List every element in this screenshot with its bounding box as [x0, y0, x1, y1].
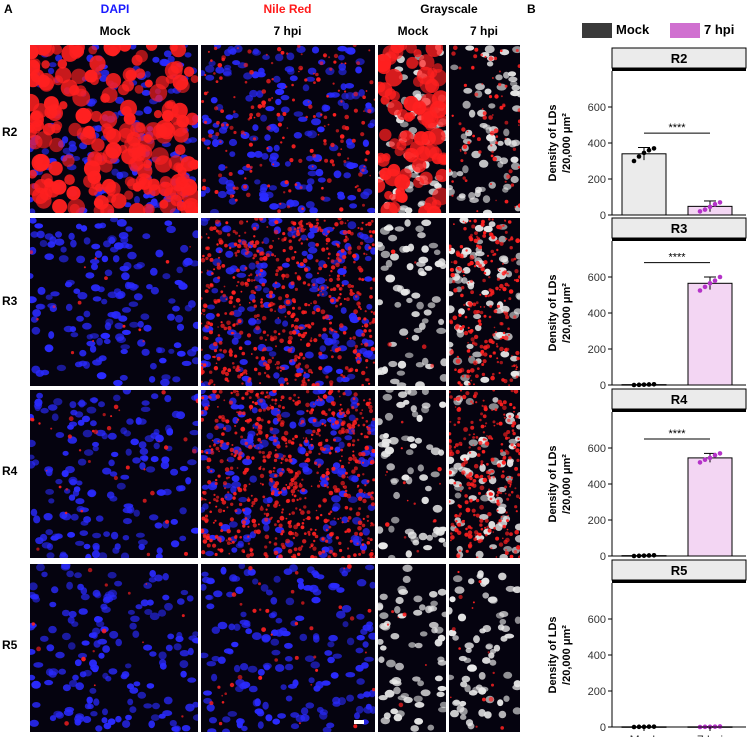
- micrograph-r3-gmock: [378, 218, 446, 386]
- data-point-r2: [697, 209, 703, 214]
- strip-label-r2: R2: [671, 51, 688, 66]
- y-label-unit-r4: /20,000 μm²: [561, 454, 573, 514]
- legend-mock-label: Mock: [616, 22, 650, 37]
- data-point-r3: [717, 274, 723, 280]
- data-point-r2: [707, 204, 713, 210]
- data-point-r4: [717, 451, 723, 456]
- gray-hpi-column-label: 7 hpi: [469, 24, 498, 38]
- data-point-r3: [707, 281, 713, 286]
- y-label-r2: Density of LDs: [547, 104, 559, 181]
- legend-hpi-label: 7 hpi: [704, 22, 735, 37]
- significance-label-r4: ****: [668, 428, 686, 440]
- micrograph-r4-nile: [201, 390, 375, 558]
- micrograph-r2-ghpi: [449, 45, 520, 213]
- mock-column-label: Mock: [99, 24, 131, 38]
- micrograph-r4-gmock: [378, 390, 446, 558]
- micrograph-r5-gmock: [378, 564, 446, 732]
- y-tick-label-r3: 0: [600, 380, 606, 392]
- grayscale-title: Grayscale: [420, 2, 478, 16]
- scale-bar: [354, 720, 364, 724]
- micrograph-r5-ghpi: [449, 564, 520, 732]
- micrograph-r4-ghpi: [449, 390, 520, 558]
- significance-label-r2: ****: [668, 122, 686, 134]
- micrograph-r3-nile: [201, 218, 375, 386]
- bar-r4-hpi: [687, 457, 733, 557]
- y-label-unit-r5: /20,000 μm²: [561, 625, 573, 685]
- data-point-r2: [636, 154, 642, 159]
- y-tick-label-r5: 200: [588, 686, 606, 698]
- data-point-r4: [651, 552, 657, 558]
- row-label-r3: R3: [2, 294, 18, 308]
- y-label-unit-r2: /20,000 μm²: [561, 113, 573, 173]
- data-point-r2: [631, 158, 637, 164]
- x-tick-label-mock: Mock: [630, 733, 660, 737]
- y-label-r4: Density of LDs: [547, 445, 559, 522]
- data-point-r2: [702, 207, 708, 212]
- micrograph-r2-nile: [201, 45, 375, 213]
- gray-mock-column-label: Mock: [397, 24, 429, 38]
- y-label-unit-r3: /20,000 μm²: [561, 283, 573, 343]
- micrograph-r5-nile: [201, 564, 375, 732]
- y-tick-label-r4: 600: [588, 443, 606, 455]
- y-tick-label-r3: 200: [588, 344, 606, 356]
- bar-r3-hpi: [687, 282, 733, 386]
- data-point-r3: [702, 284, 708, 290]
- y-tick-label-r3: 400: [588, 308, 606, 320]
- legend-hpi-swatch: [670, 23, 700, 38]
- y-tick-label-r5: 400: [588, 650, 606, 662]
- data-point-r4: [707, 455, 713, 461]
- data-point-r3: [697, 288, 703, 293]
- strip-label-r3: R3: [671, 221, 688, 236]
- data-point-r2: [646, 147, 652, 153]
- micrograph-r3-ghpi: [449, 218, 520, 386]
- y-tick-label-r2: 200: [588, 174, 606, 186]
- data-point-r2: [651, 146, 657, 151]
- data-point-r4: [712, 452, 718, 458]
- panel-a-letter: A: [4, 2, 13, 16]
- data-point-r2: [641, 150, 647, 156]
- significance-label-r3: ****: [668, 252, 686, 264]
- data-point-r4: [697, 460, 703, 465]
- nile-red-title: Nile Red: [263, 2, 312, 16]
- micrograph-r5-dapi: [30, 564, 198, 732]
- y-tick-label-r4: 200: [588, 515, 606, 527]
- y-label-r3: Density of LDs: [547, 274, 559, 351]
- micrograph-r4-dapi: [30, 390, 198, 558]
- data-point-r4: [646, 553, 652, 558]
- row-label-r5: R5: [2, 638, 18, 652]
- x-tick-label-hpi: 7 hpi: [697, 733, 723, 737]
- y-label-r5: Density of LDs: [547, 616, 559, 693]
- micrograph-r3-dapi: [30, 218, 198, 386]
- data-point-r4: [702, 457, 708, 463]
- micrograph-r2-dapi: [30, 45, 198, 213]
- data-point-r3: [651, 381, 657, 387]
- data-point-r5: [717, 724, 723, 729]
- panel-b-letter: B: [527, 2, 536, 16]
- bar-chart: R2 0 200 400 600 Density of LDs/20,000 μm² ***…: [547, 47, 747, 737]
- micrograph-r2-gmock: [378, 45, 446, 213]
- row-label-r2: R2: [2, 125, 18, 139]
- y-tick-label-r2: 600: [588, 102, 606, 114]
- y-tick-label-r3: 600: [588, 272, 606, 284]
- strip-label-r5: R5: [671, 563, 688, 578]
- dapi-title: DAPI: [100, 2, 130, 16]
- y-tick-label-r4: 400: [588, 479, 606, 491]
- data-point-r2: [712, 201, 718, 207]
- row-label-r4: R4: [2, 464, 18, 478]
- data-point-r2: [717, 200, 723, 205]
- legend-mock-swatch: [582, 23, 612, 38]
- strip-label-r4: R4: [671, 392, 688, 407]
- data-point-r3: [712, 278, 718, 283]
- y-tick-label-r5: 600: [588, 614, 606, 626]
- hpi-column-label: 7 hpi: [273, 24, 302, 38]
- y-tick-label-r2: 400: [588, 138, 606, 150]
- y-tick-label-r5: 0: [600, 722, 606, 734]
- y-tick-label-r2: 0: [600, 210, 606, 222]
- data-point-r3: [646, 382, 652, 387]
- y-tick-label-r4: 0: [600, 551, 606, 563]
- bar-r2-mock: [621, 153, 667, 216]
